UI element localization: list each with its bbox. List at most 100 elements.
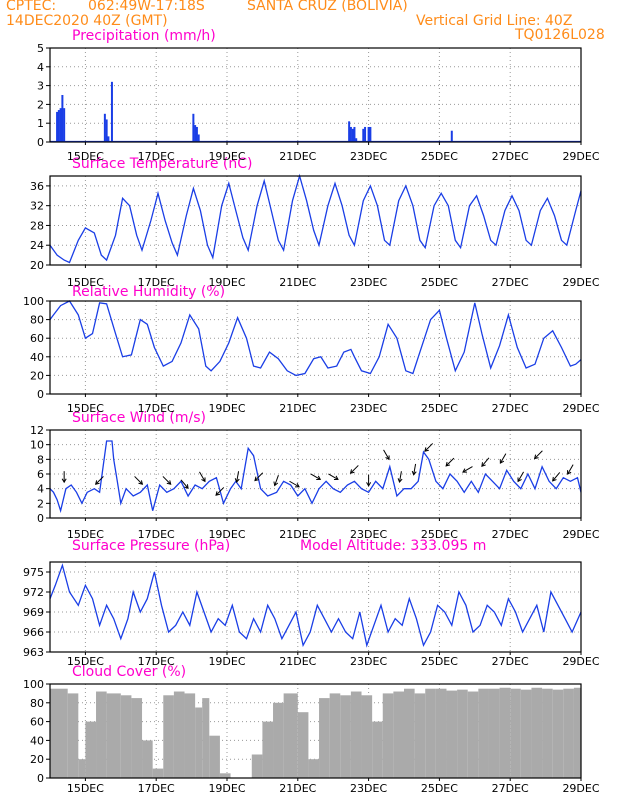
precip-ytick-label: 2: [37, 98, 44, 111]
cloud-bar: [435, 688, 447, 778]
precip-bar: [61, 95, 64, 142]
wind-arrow-shaft: [134, 476, 143, 485]
humidity-frame: [49, 300, 582, 395]
temperature-xtick-label: 25DEC: [421, 276, 458, 289]
wind-arrow-shaft: [517, 471, 525, 482]
wind-arrow-shaft: [399, 471, 402, 483]
temperature-xtick-label: 23DEC: [350, 276, 387, 289]
humidity-series-line: [49, 300, 582, 377]
precip-bar: [369, 126, 372, 142]
wind-arrow-shaft: [95, 476, 104, 485]
cloud-bar: [361, 695, 373, 778]
wind-arrow-head: [94, 480, 100, 485]
wind-xtick-label: 23DEC: [350, 528, 387, 541]
wind-xtick-label: 19DEC: [208, 528, 245, 541]
cloud-bar: [478, 688, 489, 778]
cloud-bar: [393, 691, 404, 778]
temperature-frame: [49, 175, 582, 266]
wind-arrow-head: [201, 477, 206, 483]
cloud-bar: [262, 721, 274, 778]
wind-arrow-shaft: [199, 471, 206, 482]
wind-arrow-head: [567, 470, 572, 475]
precip-ytick-label: 5: [37, 42, 44, 55]
wind-arrow-shaft: [552, 472, 561, 482]
precip-bar: [192, 113, 195, 142]
cloud-bar: [329, 693, 341, 778]
precip-bar: [362, 128, 365, 142]
cloud-bar: [273, 702, 284, 778]
cloud-bar: [382, 693, 394, 778]
humidity-xtick-label: 25DEC: [421, 402, 458, 415]
temperature-series-line: [49, 173, 582, 264]
humidity-xtick-label: 19DEC: [208, 402, 245, 415]
temperature-ytick-label: 20: [30, 259, 44, 272]
cloud-bar: [209, 735, 220, 778]
cloud-bar: [446, 690, 458, 778]
cloud-xtick-label: 25DEC: [421, 782, 458, 795]
pressure-ytick-label: 966: [23, 626, 44, 639]
cloud-bar: [67, 693, 79, 778]
wind-arrow-shaft: [567, 464, 574, 475]
precip-bar: [348, 121, 351, 142]
precip-bar: [195, 126, 198, 142]
wind-title: Surface Wind (m/s): [72, 410, 206, 426]
precip-bar: [57, 110, 60, 142]
humidity-title: Relative Humidity (%): [72, 284, 226, 300]
wind-xtick-label: 29DEC: [562, 528, 599, 541]
wind-arrow-shaft: [310, 473, 321, 480]
cloud-ytick-label: 60: [30, 716, 44, 729]
wind-ytick-label: 2: [37, 497, 44, 510]
cloud-bar: [106, 693, 121, 778]
cloud-bar: [319, 698, 330, 778]
cloud-bar: [372, 721, 383, 778]
cloud-bar: [404, 688, 415, 778]
cloud-bar: [414, 693, 426, 778]
precip-ytick-label: 3: [37, 80, 44, 93]
wind-arrow-shaft: [254, 472, 264, 481]
wind-ytick-label: 6: [37, 468, 44, 481]
precip-bar: [351, 128, 354, 142]
temperature-xtick-label: 17DEC: [138, 276, 175, 289]
header-date: 14DEC2020 40Z (GMT): [6, 13, 168, 29]
humidity-ytick-label: 100: [23, 295, 44, 308]
cloud-bar: [50, 688, 68, 778]
cloud-bar: [308, 759, 320, 778]
humidity-xtick-label: 27DEC: [492, 402, 529, 415]
wind-arrow-shaft: [328, 473, 339, 480]
humidity-xtick-label: 23DEC: [350, 402, 387, 415]
cloud-bar: [510, 688, 521, 778]
cloud-bar: [425, 688, 436, 778]
precip-bar: [349, 126, 352, 142]
wind-arrow-head: [462, 468, 467, 473]
wind-arrow-head: [273, 481, 279, 487]
cloud-bar: [340, 695, 351, 778]
humidity-ytick-label: 0: [37, 388, 44, 401]
wind-arrow-shaft: [180, 479, 189, 489]
wind-ytick-label: 10: [30, 439, 44, 452]
cloud-bar: [173, 691, 185, 778]
cloud-bar: [350, 691, 362, 778]
wind-arrow-shaft: [462, 466, 473, 473]
wind-arrow-head: [138, 480, 144, 485]
precip-xtick-label: 15DEC: [67, 150, 104, 163]
precip-xtick-label: 19DEC: [208, 150, 245, 163]
humidity-ytick-label: 20: [30, 369, 44, 382]
precip-bar: [107, 136, 110, 142]
wind-arrow-head: [424, 447, 429, 452]
wind-arrow-head: [295, 483, 300, 488]
cloud-bar: [573, 687, 581, 778]
precip-bar: [194, 125, 197, 142]
wind-arrow-shaft: [481, 457, 490, 467]
precip-bar: [197, 134, 200, 142]
cloud-xtick-label: 17DEC: [138, 782, 175, 795]
wind-xtick-label: 21DEC: [279, 528, 316, 541]
pressure-title: Surface Pressure (hPa): [72, 538, 231, 554]
wind-arrow-head: [166, 480, 172, 485]
wind-arrow-head: [445, 461, 451, 467]
cloud-bar: [142, 740, 153, 778]
wind-arrow-shaft: [383, 449, 390, 460]
wind-arrow-head: [215, 491, 221, 496]
cloud-bar: [219, 773, 231, 778]
precip-frame: [49, 47, 582, 143]
cloud-bar: [120, 695, 132, 778]
